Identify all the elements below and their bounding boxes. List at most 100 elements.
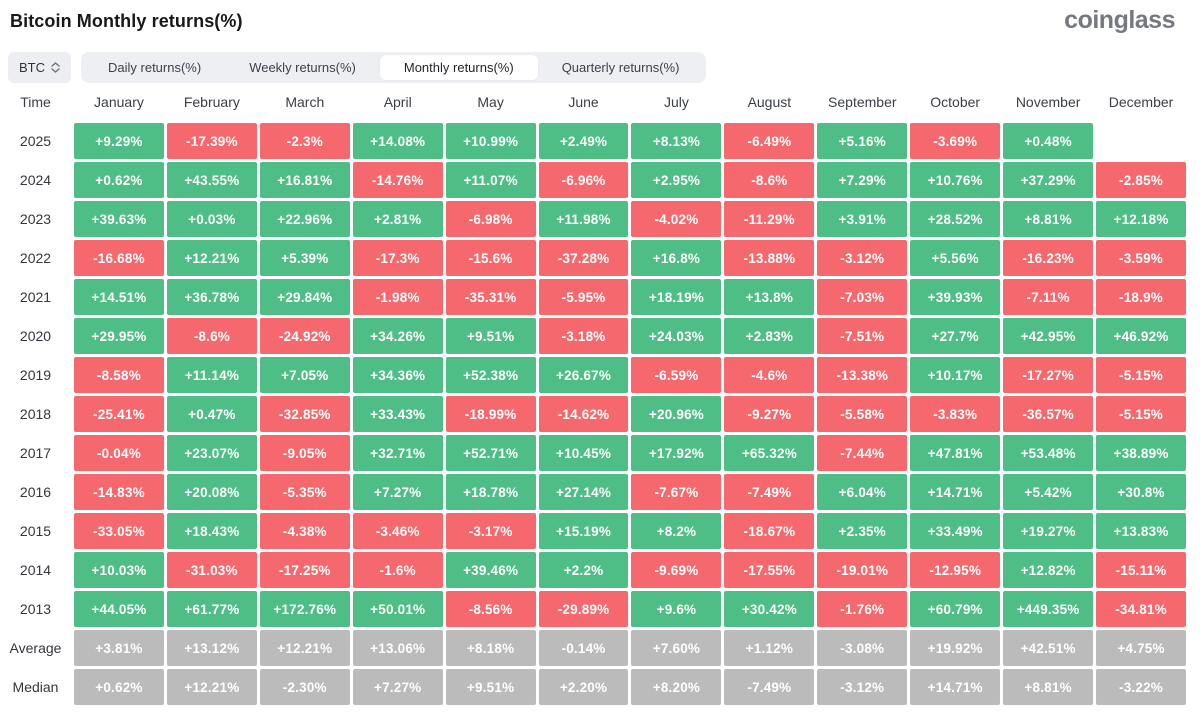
return-cell: +9.51% — [445, 318, 536, 354]
chevron-up-down-icon — [51, 62, 60, 73]
column-header-november: November — [1015, 94, 1081, 110]
row-label: 2014 — [19, 562, 52, 578]
return-cell: -5.95% — [538, 279, 629, 315]
return-cell: -3.08% — [817, 630, 908, 666]
return-cell: -0.04% — [74, 435, 164, 471]
return-cell: +61.77% — [166, 591, 257, 627]
return-cell: -18.9% — [1096, 279, 1186, 315]
return-cell: -3.83% — [910, 396, 1001, 432]
column-header-april: April — [383, 94, 412, 110]
return-cell: +53.48% — [1003, 435, 1094, 471]
table-row: 2018 -25.41% +0.47% -32.85% +33.43% -18.99% -1… — [0, 396, 1186, 432]
return-cell: -5.35% — [259, 474, 350, 510]
return-cell: -1.76% — [817, 591, 908, 627]
return-cell: +24.03% — [631, 318, 722, 354]
return-cell: -13.88% — [724, 240, 815, 276]
return-cell: -14.76% — [352, 162, 443, 198]
return-cell: +16.81% — [259, 162, 350, 198]
column-header-august: August — [747, 94, 792, 110]
return-cell: -3.12% — [817, 240, 908, 276]
return-cell: +8.13% — [631, 123, 722, 159]
empty-cell — [1096, 123, 1186, 159]
return-cell: +0.03% — [166, 201, 257, 237]
table-row: Average +3.81% +13.12% +12.21% +13.06% +8.18%… — [0, 630, 1186, 666]
return-cell: -3.59% — [1096, 240, 1186, 276]
table-row: 2025 +9.29% -17.39% -2.3% +14.08% +10.99% +2.4… — [0, 123, 1186, 159]
return-cell: +32.71% — [352, 435, 443, 471]
tab-weekly[interactable]: Weekly returns(%) — [249, 60, 356, 75]
return-cell: -9.69% — [631, 552, 722, 588]
return-cell: +0.62% — [74, 162, 164, 198]
return-cell: +12.21% — [259, 630, 350, 666]
return-cell: -17.27% — [1003, 357, 1094, 393]
return-cell: +2.83% — [724, 318, 815, 354]
return-cell: +16.8% — [631, 240, 722, 276]
return-cell: +22.96% — [259, 201, 350, 237]
return-cell: -24.92% — [259, 318, 350, 354]
return-cell: -2.30% — [259, 669, 350, 705]
return-cell: -12.95% — [910, 552, 1001, 588]
return-cell: +20.96% — [631, 396, 722, 432]
returns-heatmap-table: Time January February March April May June July… — [0, 92, 1186, 708]
return-cell: +5.56% — [910, 240, 1001, 276]
return-cell: +6.04% — [817, 474, 908, 510]
row-label: 2025 — [19, 133, 52, 149]
return-cell: +2.20% — [538, 669, 629, 705]
return-cell: +9.29% — [74, 123, 164, 159]
return-cell: +7.60% — [631, 630, 722, 666]
return-cell: -7.44% — [817, 435, 908, 471]
return-cell: -3.12% — [817, 669, 908, 705]
return-cell: -4.6% — [724, 357, 815, 393]
table-row: 2020 +29.95% -8.6% -24.92% +34.26% +9.51% -3.1… — [0, 318, 1186, 354]
return-cell: +10.76% — [910, 162, 1001, 198]
return-cell: +11.07% — [445, 162, 536, 198]
return-cell: -31.03% — [166, 552, 257, 588]
return-cell: +5.39% — [259, 240, 350, 276]
return-cell: +37.29% — [1003, 162, 1094, 198]
tab-daily[interactable]: Daily returns(%) — [108, 60, 202, 75]
return-cell: -6.98% — [445, 201, 536, 237]
column-header-january: January — [94, 94, 144, 110]
return-cell: -8.58% — [74, 357, 164, 393]
return-cell: -5.15% — [1096, 396, 1186, 432]
row-label: 2019 — [19, 367, 52, 383]
return-cell: -17.3% — [352, 240, 443, 276]
returns-period-tabs: Daily returns(%) Weekly returns(%) Monthly… — [81, 52, 707, 83]
return-cell: +2.2% — [538, 552, 629, 588]
return-cell: +39.93% — [910, 279, 1001, 315]
return-cell: -6.59% — [631, 357, 722, 393]
tab-quarterly[interactable]: Quarterly returns(%) — [561, 60, 680, 75]
return-cell: -0.14% — [538, 630, 629, 666]
return-cell: -36.57% — [1003, 396, 1094, 432]
tab-monthly[interactable]: Monthly returns(%) — [379, 55, 538, 80]
return-cell: -3.69% — [910, 123, 1001, 159]
row-label: 2021 — [19, 289, 52, 305]
return-cell: -7.51% — [817, 318, 908, 354]
column-header-time: Time — [20, 94, 51, 110]
return-cell: +34.36% — [352, 357, 443, 393]
return-cell: +17.92% — [631, 435, 722, 471]
return-cell: -14.83% — [74, 474, 164, 510]
return-cell: +8.18% — [445, 630, 536, 666]
return-cell: -6.49% — [724, 123, 815, 159]
return-cell: -1.6% — [352, 552, 443, 588]
return-cell: +46.92% — [1096, 318, 1186, 354]
return-cell: +8.81% — [1003, 669, 1094, 705]
return-cell: -32.85% — [259, 396, 350, 432]
return-cell: +8.20% — [631, 669, 722, 705]
table-row: 2016 -14.83% +20.08% -5.35% +7.27% +18.78% +27… — [0, 474, 1186, 510]
return-cell: +47.81% — [910, 435, 1001, 471]
return-cell: +28.52% — [910, 201, 1001, 237]
return-cell: -35.31% — [445, 279, 536, 315]
return-cell: +44.05% — [74, 591, 164, 627]
return-cell: +27.7% — [910, 318, 1001, 354]
return-cell: -8.6% — [724, 162, 815, 198]
toolbar: BTC Daily returns(%) Weekly returns(%) Mon… — [8, 52, 707, 83]
return-cell: +12.82% — [1003, 552, 1094, 588]
return-cell: +52.38% — [445, 357, 536, 393]
coinglass-logo: coinglass — [1064, 6, 1175, 34]
return-cell: +33.43% — [352, 396, 443, 432]
return-cell: -7.49% — [724, 669, 815, 705]
return-cell: +5.42% — [1003, 474, 1094, 510]
symbol-selector[interactable]: BTC — [8, 52, 71, 83]
